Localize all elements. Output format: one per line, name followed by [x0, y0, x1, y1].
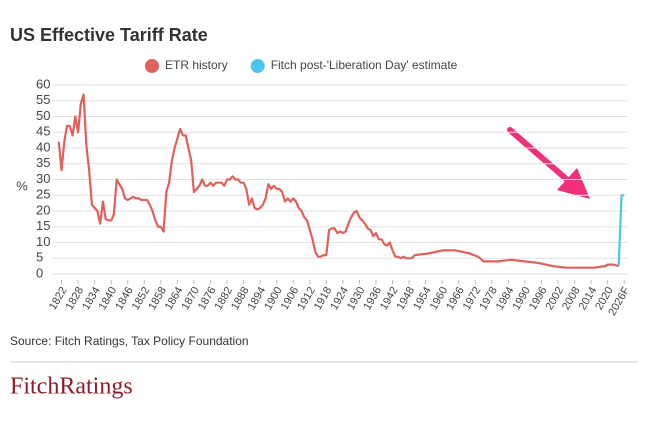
legend: ETR history Fitch post-'Liberation Day' e…: [145, 58, 458, 73]
y-tick-label: 60: [36, 76, 50, 91]
y-tick-label: 20: [36, 202, 50, 217]
legend-swatch: [250, 59, 265, 73]
legend-label: Fitch post-'Liberation Day' estimate: [271, 58, 458, 72]
y-tick-label: 40: [36, 139, 50, 154]
y-tick-label: 5: [36, 250, 43, 265]
y-tick-label: 35: [36, 155, 50, 170]
source: Source: Fitch Ratings, Tax Policy Founda…: [10, 334, 249, 348]
y-tick-label: 25: [36, 187, 50, 202]
logo: FitchRatings: [10, 374, 133, 400]
legend-label: ETR history: [165, 58, 228, 72]
y-axis-label: %: [16, 178, 28, 193]
y-tick-label: 50: [36, 108, 50, 123]
series-line: [617, 194, 625, 267]
annotation-arrow: [507, 127, 590, 199]
legend-swatch: [145, 59, 159, 73]
y-tick-label: 30: [36, 171, 50, 186]
chart-title: US Effective Tariff Rate: [10, 25, 208, 45]
y-tick-label: 15: [36, 218, 50, 233]
y-tick-label: 0: [36, 265, 43, 280]
y-tick-label: 10: [36, 234, 50, 249]
y-tick-label: 45: [36, 124, 50, 139]
y-tick-label: 55: [36, 92, 50, 107]
series-line: [57, 93, 619, 269]
